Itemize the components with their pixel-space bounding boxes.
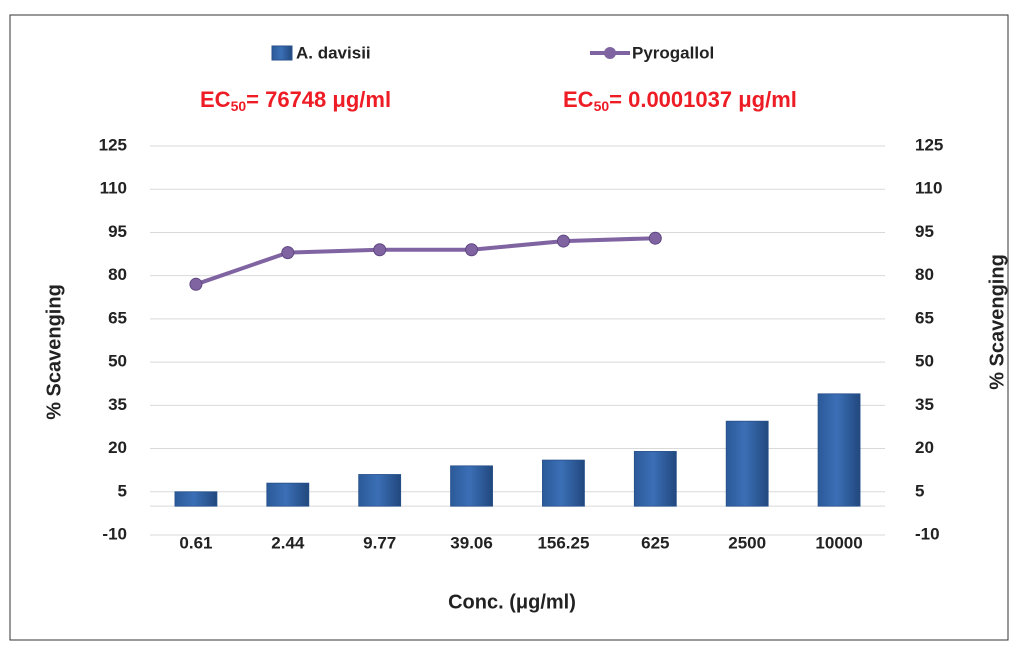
y2-tick-label: 110 xyxy=(915,179,942,198)
annotation-sub: 50 xyxy=(231,98,247,114)
y-tick-label: 110 xyxy=(100,179,127,198)
legend-swatch xyxy=(271,45,293,61)
x-tick-label: 10000 xyxy=(815,533,862,552)
bar xyxy=(358,474,402,507)
y2-tick-label: 95 xyxy=(915,222,934,241)
y2-tick-label: 80 xyxy=(915,265,934,284)
y-tick-label: 5 xyxy=(118,481,127,500)
y-axis-title: % Scavenging xyxy=(43,284,65,420)
bar xyxy=(817,393,861,507)
y-tick-label: 20 xyxy=(108,438,127,457)
x-axis-title: Conc. (μg/ml) xyxy=(448,591,576,613)
x-tick-label: 625 xyxy=(641,533,669,552)
legend-label: A. davisii xyxy=(296,43,371,62)
x-tick-label: 156.25 xyxy=(537,533,589,552)
annotation-text: = 0.0001037 μg/ml xyxy=(609,87,797,112)
y-tick-label: -10 xyxy=(102,524,127,543)
marker xyxy=(465,243,479,257)
y-tick-label: 65 xyxy=(108,308,127,327)
x-tick-label: 39.06 xyxy=(450,533,493,552)
x-tick-label: 2500 xyxy=(728,533,766,552)
y2-tick-label: 20 xyxy=(915,438,934,457)
annotation-prefix: EC xyxy=(563,87,594,112)
marker xyxy=(648,231,662,245)
annotation-prefix: EC xyxy=(200,87,231,112)
bar xyxy=(174,491,218,507)
marker xyxy=(373,243,387,257)
bar xyxy=(266,482,310,507)
bar xyxy=(542,459,585,507)
annotation-text: = 76748 μg/ml xyxy=(246,87,391,112)
bar xyxy=(633,451,677,507)
marker xyxy=(281,246,295,260)
y2-tick-label: 5 xyxy=(915,481,924,500)
x-tick-label: 0.61 xyxy=(179,533,212,552)
y2-tick-label: -10 xyxy=(915,524,940,543)
y-tick-label: 50 xyxy=(108,352,127,371)
y2-tick-label: 50 xyxy=(915,352,934,371)
marker xyxy=(556,234,570,248)
x-tick-label: 9.77 xyxy=(363,533,396,552)
annotation: EC50= 0.0001037 μg/ml xyxy=(563,87,797,114)
legend-label: Pyrogallol xyxy=(632,43,714,62)
y2-tick-label: 65 xyxy=(915,308,934,327)
y-tick-label: 80 xyxy=(108,265,127,284)
y-tick-label: 35 xyxy=(108,395,127,414)
y2-tick-label: 35 xyxy=(915,395,934,414)
annotation: EC50= 76748 μg/ml xyxy=(200,87,391,114)
frame xyxy=(9,14,1009,641)
marker xyxy=(189,277,203,291)
legend-marker xyxy=(604,47,616,59)
bar xyxy=(725,420,769,507)
annotation-sub: 50 xyxy=(594,98,610,114)
y2-axis-title: % Scavenging xyxy=(986,254,1008,390)
bar xyxy=(450,465,493,507)
line xyxy=(195,236,656,287)
y2-tick-label: 125 xyxy=(915,135,943,154)
y-tick-label: 125 xyxy=(99,135,127,154)
y-tick-label: 95 xyxy=(108,222,127,241)
x-tick-label: 2.44 xyxy=(271,533,305,552)
